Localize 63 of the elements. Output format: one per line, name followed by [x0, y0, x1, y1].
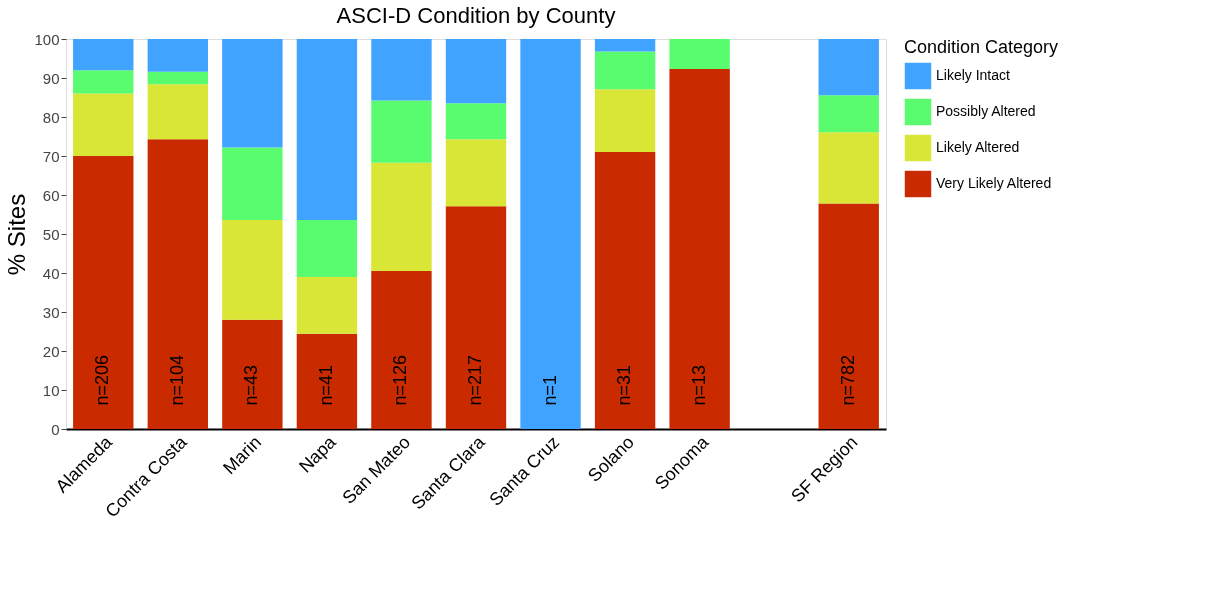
bar [222, 147, 283, 220]
y-tick-label: 50 [42, 225, 60, 243]
bar [594, 89, 656, 153]
bar [594, 152, 656, 429]
bar [520, 39, 581, 429]
bar [73, 70, 134, 94]
bar [445, 139, 507, 207]
annotation: n=217 [465, 355, 485, 406]
y-tick-label: 70 [42, 147, 60, 165]
annotation: n=13 [688, 365, 709, 406]
bar [296, 39, 358, 220]
y-tick-label: 30 [42, 303, 60, 321]
bar [222, 319, 283, 429]
y-axis-title: % Sites [3, 193, 31, 276]
bar [73, 93, 134, 156]
bar [594, 51, 656, 90]
bar [371, 100, 432, 163]
legend-label: Possibly Altered [936, 103, 1036, 119]
annotation: n=782 [837, 355, 858, 406]
bar [371, 271, 432, 429]
bar [73, 39, 134, 71]
bar [73, 156, 134, 429]
annotation: n=31 [614, 365, 635, 406]
bar [147, 84, 209, 140]
annotation: n=206 [92, 355, 113, 406]
bar [222, 219, 283, 320]
y-tick-label: 0 [51, 420, 60, 438]
bar [818, 95, 879, 133]
bar [445, 206, 507, 429]
y-tick-label: 60 [42, 186, 60, 204]
bar [371, 39, 432, 101]
bar [669, 39, 730, 70]
bar [818, 203, 879, 429]
annotation: n=41 [315, 365, 336, 406]
bar [222, 39, 283, 148]
bar [818, 132, 879, 204]
annotation: n=126 [390, 355, 411, 406]
bar [371, 162, 432, 272]
annotation: n=1 [539, 375, 560, 406]
bar [147, 39, 209, 72]
y-tick-label: 10 [42, 381, 60, 399]
bar [445, 39, 507, 104]
bar [296, 219, 358, 277]
y-tick-label: 100 [34, 30, 60, 48]
bar [445, 103, 507, 140]
legend-title: Condition Category [904, 37, 1059, 57]
bar [594, 39, 656, 52]
bar [147, 139, 209, 429]
legend-label: Likely Altered [936, 139, 1020, 155]
annotation: n=43 [241, 365, 262, 406]
y-tick-label: 80 [42, 108, 60, 126]
y-tick-label: 40 [42, 264, 60, 282]
bar [296, 276, 358, 334]
bar [147, 71, 209, 85]
bar [669, 69, 730, 429]
y-tick-label: 90 [42, 69, 60, 87]
legend-label: Likely Intact [936, 67, 1011, 83]
annotation: n=104 [166, 355, 187, 406]
bar [296, 333, 358, 429]
legend-label: Very Likely Altered [936, 175, 1052, 191]
chart-title: ASCI-D Condition by County [336, 3, 616, 28]
y-tick-label: 20 [42, 342, 60, 360]
bar [818, 39, 879, 96]
